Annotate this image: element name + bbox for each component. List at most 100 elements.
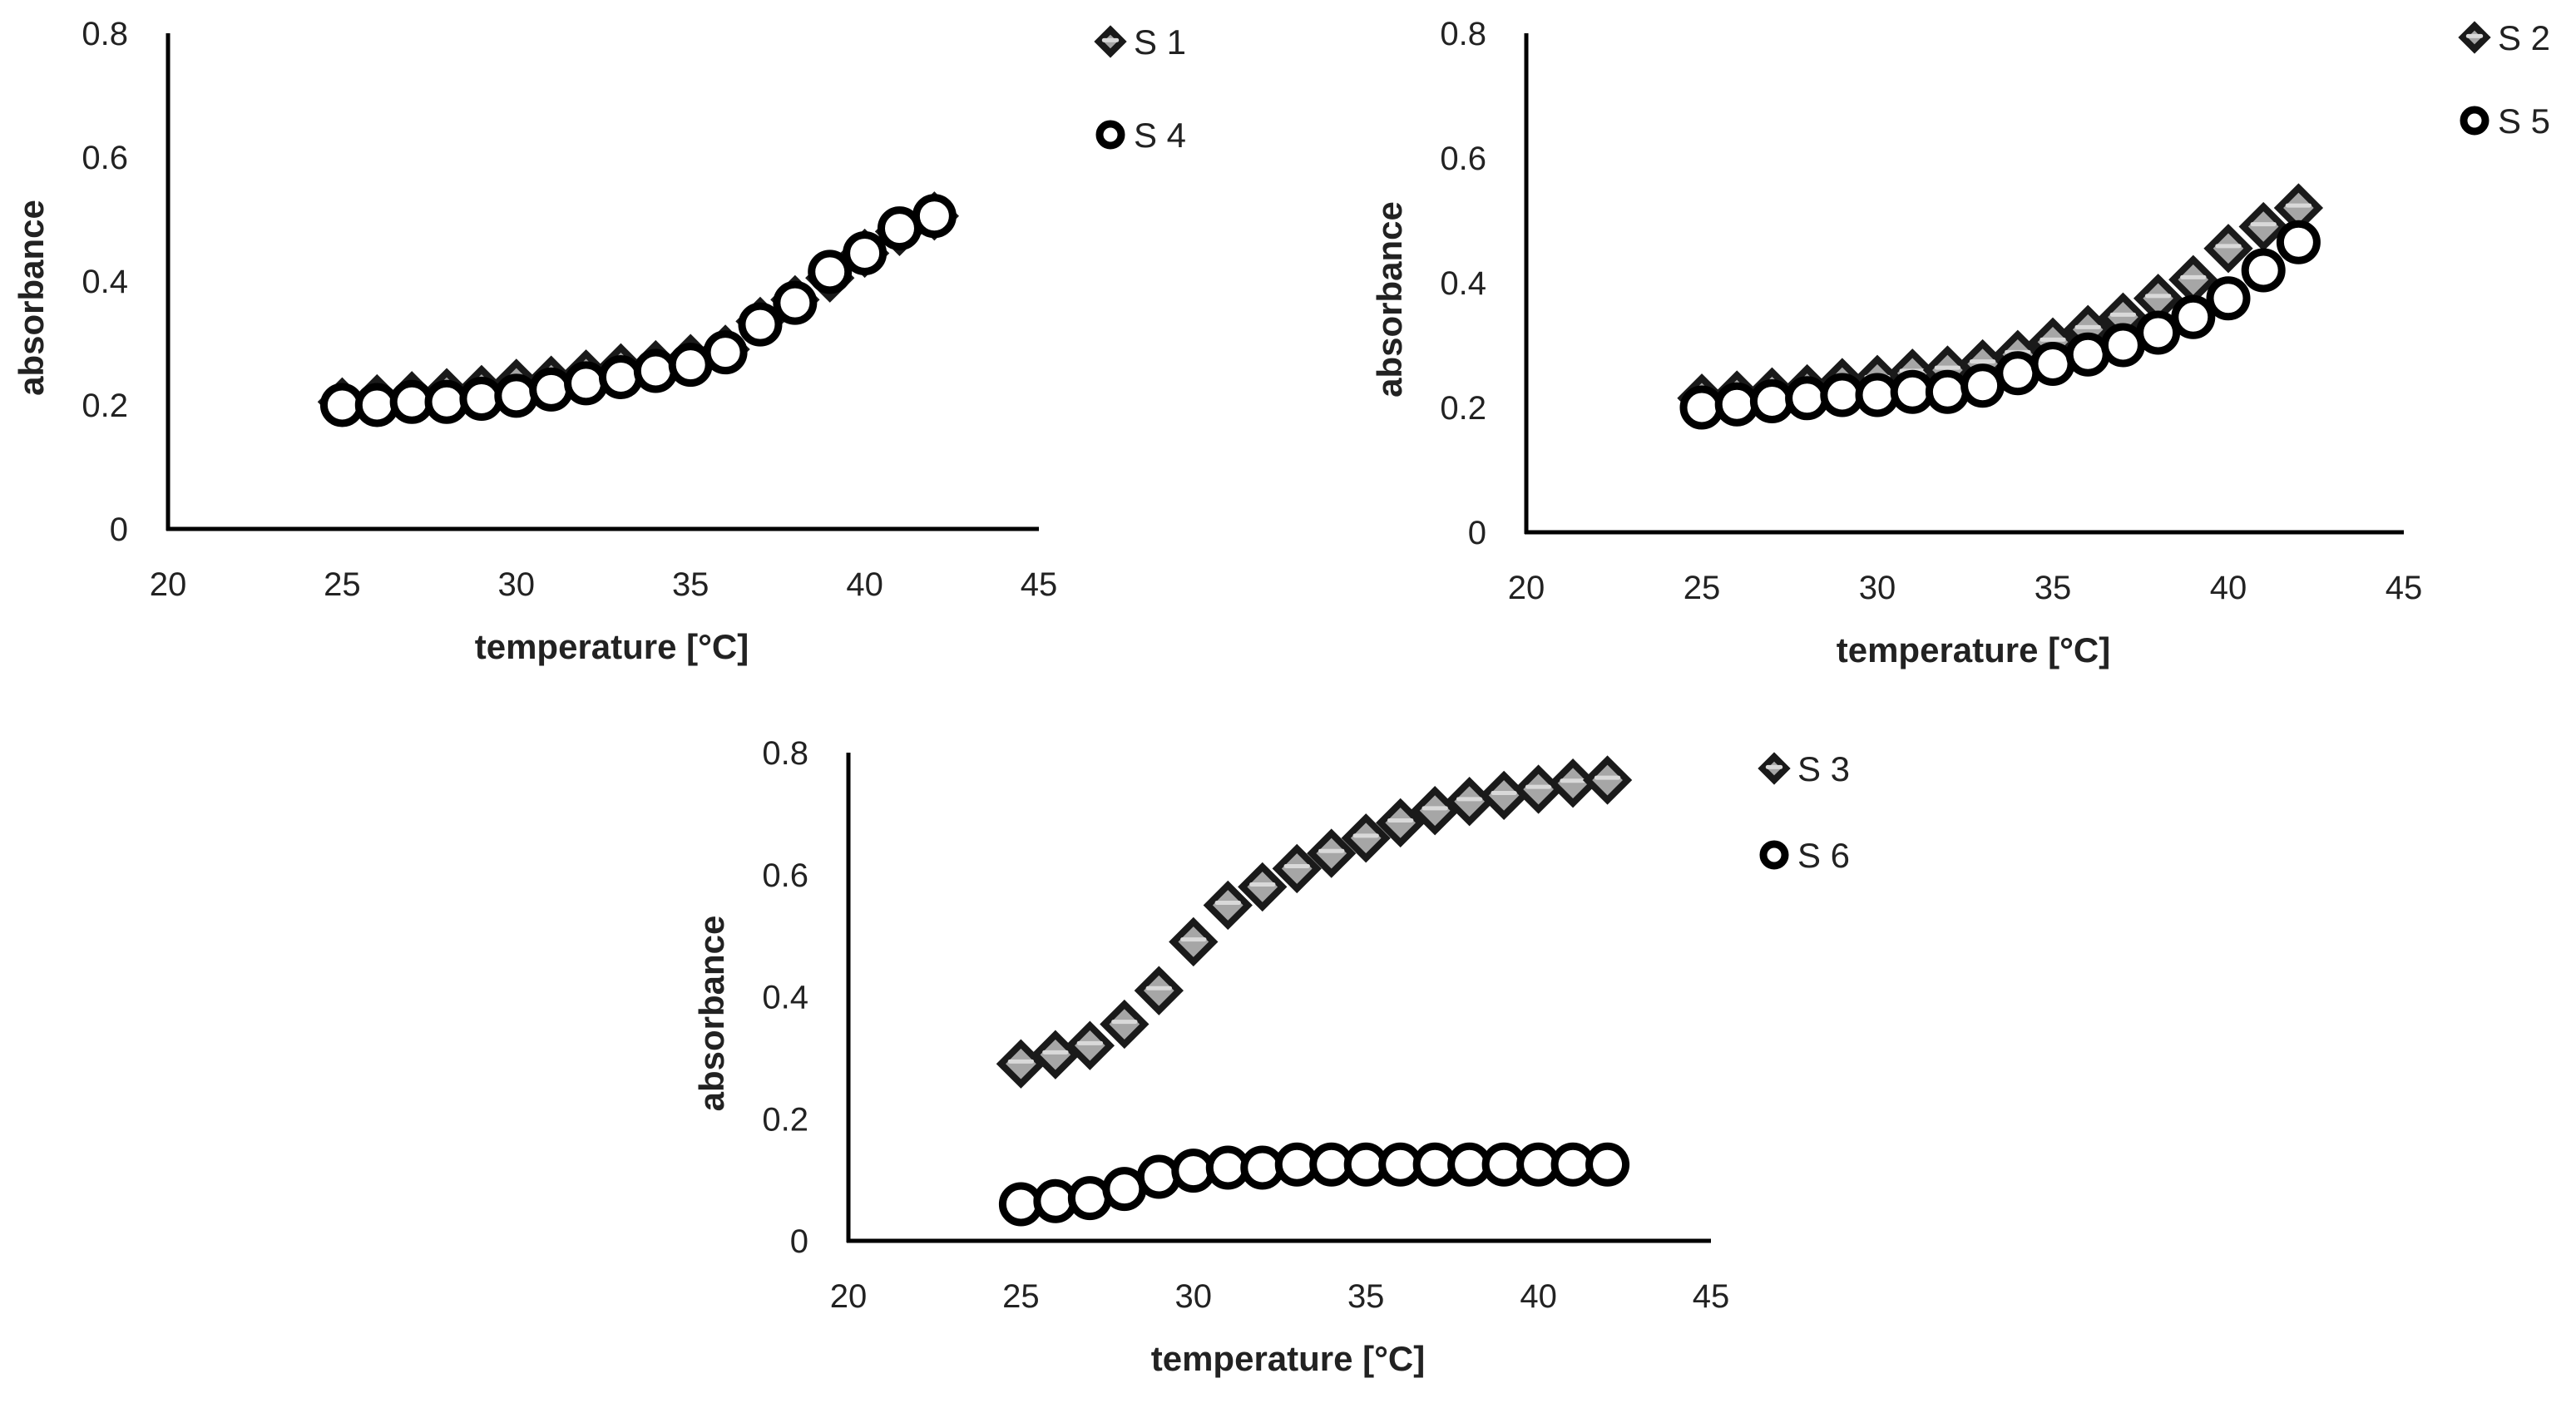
data-point-diamond (1203, 880, 1253, 931)
data-point-circle (912, 194, 957, 239)
data-point-circle (529, 367, 574, 412)
data-point-circle (1855, 373, 1900, 417)
x-axis-title: temperature [°C] (475, 627, 749, 666)
x-tick-label: 25 (1684, 570, 1721, 606)
x-tick-label: 30 (1175, 1278, 1213, 1315)
legend-item: S 6 (1759, 836, 1850, 875)
data-point-circle (1136, 1154, 1181, 1199)
data-point-diamond (996, 1039, 1046, 1089)
data-point-diamond (1513, 764, 1564, 814)
x-tick-label: 25 (1002, 1278, 1040, 1315)
y-tick-label: 0.6 (1440, 141, 1486, 177)
data-point-diamond (1479, 770, 1529, 821)
y-tick-label: 0.8 (762, 735, 808, 772)
y-tick-label: 0.4 (1440, 265, 1486, 302)
data-point-diamond (1548, 758, 1598, 808)
y-tick-label: 0.8 (82, 16, 128, 52)
legend-marker-circle-icon (1095, 120, 1125, 150)
x-tick-label: 30 (498, 566, 536, 603)
y-tick-label: 0 (1468, 515, 1486, 551)
y-tick-label: 0 (790, 1223, 808, 1260)
data-point-circle (1995, 351, 2040, 396)
chart-panel-1: 0 0.2 0.4 0.6 0.8 20 25 30 35 40 45 temperature [°C… (12, 16, 1186, 666)
y-tick-label: 0.6 (82, 140, 128, 176)
data-point-circle (564, 361, 609, 406)
legend: S 2 S 5 (2458, 18, 2550, 141)
y-axis-title: absorbance (12, 200, 51, 396)
data-point-diamond (1100, 999, 1150, 1050)
legend-marker-circle-icon (2460, 106, 2489, 136)
data-point-circle (1820, 373, 1865, 417)
data-point-circle (2030, 342, 2075, 386)
data-point-diamond (1169, 916, 1219, 967)
data-point-circle (773, 280, 818, 325)
x-tick-label: 20 (830, 1278, 868, 1315)
data-point-diamond (1272, 843, 1322, 894)
legend-item: S 2 (2458, 18, 2550, 57)
data-point-diamond (2203, 224, 2253, 274)
legend-label: S 4 (1134, 116, 1186, 155)
x-tick-label: 45 (2386, 570, 2423, 606)
x-tick-label: 35 (2035, 570, 2072, 606)
legend-item: S 1 (1094, 22, 1186, 62)
data-point-circle (1714, 382, 1759, 427)
x-axis-title: temperature [°C] (1837, 630, 2111, 669)
data-point-circle (1585, 1142, 1630, 1187)
y-axis-title: absorbance (1370, 201, 1409, 398)
y-tick-label: 0 (110, 511, 128, 548)
x-tick-label: 40 (1520, 1278, 1557, 1315)
y-tick-label: 0.4 (82, 264, 128, 300)
legend-marker-diamond-icon (1094, 25, 1127, 58)
legend: S 1 S 4 (1094, 22, 1186, 155)
x-tick-label: 30 (1859, 570, 1896, 606)
legend-label: S 6 (1797, 836, 1850, 875)
series-s3 (996, 755, 1633, 1089)
data-point-circle (738, 302, 783, 347)
data-point-circle (843, 230, 888, 275)
data-point-diamond (2238, 201, 2288, 252)
legend-item: S 3 (1758, 749, 1850, 788)
legend-label: S 3 (1797, 749, 1850, 788)
x-tick-label: 45 (1693, 1278, 1730, 1315)
series-s6 (998, 1142, 1630, 1227)
y-tick-label: 0.2 (1440, 390, 1486, 427)
legend-label: S 2 (2498, 18, 2550, 57)
data-point-circle (459, 377, 504, 422)
data-point-circle (2241, 248, 2286, 293)
data-point-circle (2276, 220, 2321, 264)
data-point-diamond (1376, 798, 1426, 848)
data-point-circle (2171, 294, 2216, 339)
data-point-diamond (1341, 813, 1391, 863)
data-point-circle (1749, 379, 1794, 423)
legend: S 3 S 6 (1758, 749, 1850, 875)
data-point-circle (2065, 332, 2110, 377)
legend-item: S 5 (2460, 101, 2550, 141)
legend-label: S 1 (1134, 22, 1186, 62)
data-point-diamond (1444, 777, 1495, 827)
data-point-circle (354, 383, 399, 427)
x-tick-label: 25 (324, 566, 361, 603)
legend-marker-circle-icon (1759, 840, 1789, 870)
data-point-circle (1925, 369, 1970, 414)
data-point-diamond (1065, 1020, 1115, 1070)
y-tick-label: 0.2 (762, 1101, 808, 1138)
y-tick-label: 0.6 (762, 857, 808, 894)
x-tick-label: 35 (672, 566, 710, 603)
data-point-circle (494, 373, 539, 418)
data-point-circle (598, 354, 643, 399)
y-tick-label: 0.8 (1440, 16, 1486, 52)
y-tick-label: 0.4 (762, 980, 808, 1016)
legend-marker-diamond-icon (1758, 752, 1791, 785)
data-point-circle (1960, 363, 2005, 408)
x-tick-label: 45 (1021, 566, 1058, 603)
data-point-diamond (1238, 862, 1288, 912)
data-point-diamond (1307, 828, 1357, 878)
data-point-diamond (1031, 1030, 1080, 1079)
data-point-circle (633, 348, 678, 393)
data-point-circle (2206, 276, 2251, 321)
x-tick-label: 20 (150, 566, 187, 603)
legend-item: S 4 (1095, 116, 1186, 155)
data-point-circle (808, 249, 853, 294)
data-point-circle (1890, 369, 1935, 414)
